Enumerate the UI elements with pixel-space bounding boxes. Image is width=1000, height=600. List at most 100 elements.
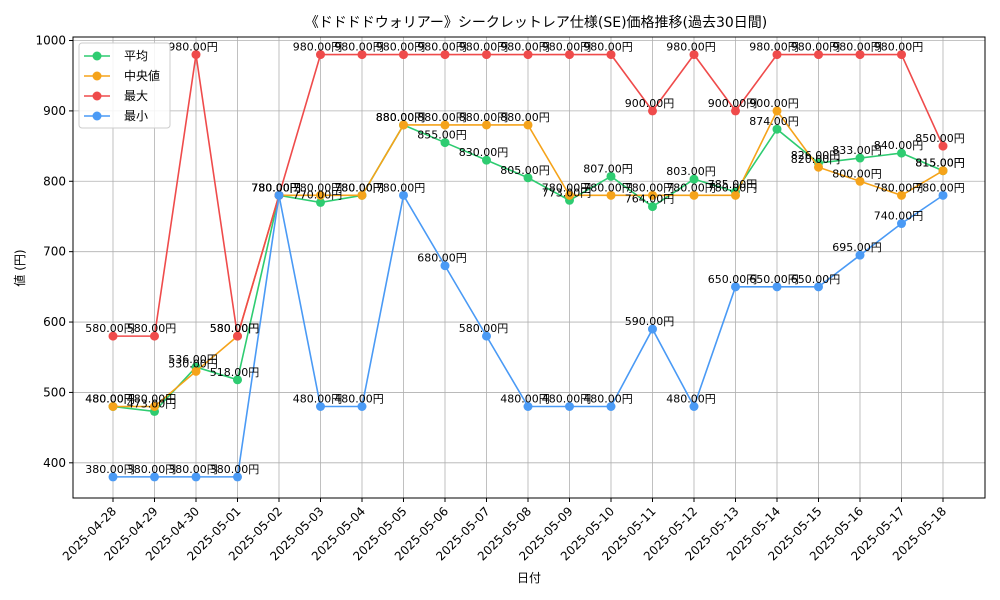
y-tick-label: 1000 [35, 34, 66, 48]
data-label: 480.00円 [666, 393, 716, 406]
data-label: 780.00円 [251, 181, 301, 194]
data-label: 800.00円 [832, 167, 882, 180]
data-point [772, 282, 782, 292]
data-labels: 480.00円473.00円536.00円518.00円780.00円770.0… [85, 41, 965, 476]
data-label: 900.00円 [625, 97, 675, 110]
data-point [772, 50, 782, 60]
data-point [150, 402, 159, 412]
data-point [316, 402, 325, 412]
data-label: 815.00円 [915, 157, 965, 170]
data-label: 807.00円 [583, 162, 633, 175]
legend-marker [92, 71, 102, 81]
legend-label: 最小 [124, 109, 148, 123]
data-label: 850.00円 [915, 132, 965, 145]
data-label: 480.00円 [583, 393, 633, 406]
data-point [399, 190, 408, 200]
data-point [357, 50, 367, 60]
data-point [606, 402, 616, 412]
data-label: 874.00円 [749, 115, 799, 128]
data-point [855, 176, 865, 186]
data-label: 840.00円 [874, 139, 924, 152]
legend-box [78, 42, 171, 129]
data-point [855, 250, 865, 260]
data-point [689, 50, 699, 60]
series-layer [108, 50, 948, 482]
data-point [191, 472, 201, 482]
chart-title: 《ドドドドウォリアー》シークレットレア仕様(SE)価格推移(過去30日間) [305, 15, 768, 31]
data-point [523, 50, 533, 60]
data-label: 880.00円 [376, 111, 426, 124]
data-label: 480.00円 [85, 393, 135, 406]
data-point [316, 190, 325, 200]
data-label: 785.00円 [708, 178, 758, 191]
data-label: 650.00円 [749, 273, 799, 286]
data-label: 580.00円 [210, 322, 260, 335]
y-axis: 400 500 600 700 800 900 1000 [35, 34, 73, 470]
data-label: 980.00円 [874, 41, 924, 54]
data-point [233, 331, 242, 341]
y-tick-label: 900 [43, 104, 66, 118]
data-label: 680.00円 [417, 252, 467, 265]
data-point [772, 106, 782, 116]
data-point [648, 190, 657, 200]
data-label: 380.00円 [168, 463, 218, 476]
data-label: 980.00円 [791, 41, 841, 54]
y-tick-label: 500 [43, 385, 66, 399]
data-point [606, 50, 616, 60]
data-label: 780.00円 [708, 181, 758, 194]
data-point [897, 190, 906, 200]
data-label: 980.00円 [293, 41, 343, 54]
data-label: 480.00円 [334, 393, 384, 406]
data-point [897, 148, 906, 158]
data-point [523, 120, 533, 130]
data-point [440, 50, 450, 60]
data-label: 880.00円 [417, 111, 467, 124]
legend-label: 中央値 [124, 68, 160, 83]
data-point [648, 202, 657, 212]
data-point [523, 173, 533, 183]
data-label: 980.00円 [168, 41, 218, 54]
data-label: 780.00円 [583, 181, 633, 194]
data-label: 833.00円 [832, 144, 882, 157]
data-label: 590.00円 [625, 315, 675, 328]
data-label: 480.00円 [500, 393, 550, 406]
data-label: 830.00円 [459, 146, 509, 159]
data-point [648, 106, 657, 116]
data-point [938, 166, 948, 176]
data-point [855, 153, 865, 163]
data-label: 473.00円 [127, 397, 177, 410]
data-point [191, 50, 201, 60]
legend-label: 最大 [124, 89, 148, 103]
data-label: 780.00円 [376, 181, 426, 194]
data-label: 980.00円 [583, 41, 633, 54]
data-point [191, 366, 201, 376]
data-label: 780.00円 [334, 181, 384, 194]
data-point [565, 190, 574, 200]
y-axis-title: 値 (円) [12, 249, 27, 286]
data-point [482, 331, 491, 341]
data-label: 820.00円 [791, 153, 841, 166]
data-label: 780.00円 [542, 181, 592, 194]
data-label: 480.00円 [542, 393, 592, 406]
data-point [440, 261, 450, 271]
data-label: 900.00円 [708, 97, 758, 110]
data-point [814, 50, 823, 60]
data-label: 780.00円 [874, 181, 924, 194]
data-label: 580.00円 [459, 322, 509, 335]
data-label: 480.00円 [85, 393, 135, 406]
data-point [233, 472, 242, 482]
y-tick-label: 700 [43, 245, 66, 259]
data-point [938, 190, 948, 200]
data-point [357, 402, 367, 412]
data-point [399, 120, 408, 130]
data-label: 780.00円 [666, 181, 716, 194]
data-label: 855.00円 [417, 129, 467, 142]
data-label: 580.00円 [127, 322, 177, 335]
data-point [440, 138, 450, 148]
data-point [606, 171, 616, 181]
data-point [233, 375, 242, 385]
data-label: 980.00円 [542, 41, 592, 54]
data-point [772, 124, 782, 134]
data-point [150, 472, 159, 482]
data-point [108, 331, 118, 341]
